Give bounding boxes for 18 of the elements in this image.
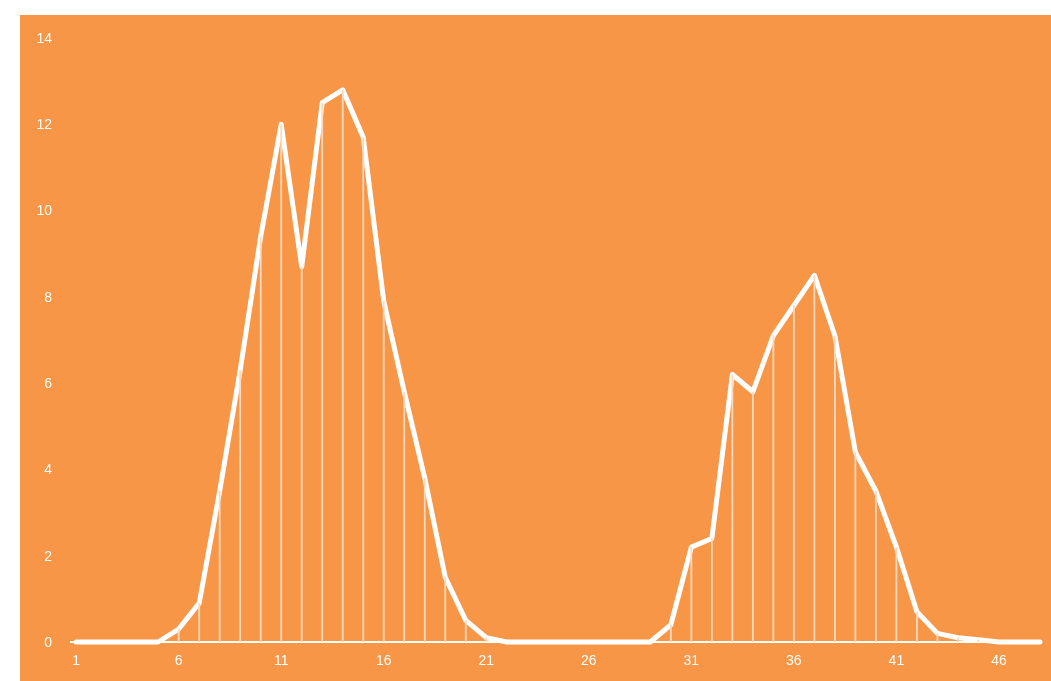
x-tick-label: 16 — [375, 652, 392, 668]
x-tick-label: 1 — [72, 652, 81, 668]
y-tick-label: 4 — [44, 461, 53, 478]
y-tick-label: 8 — [44, 288, 53, 305]
x-tick-label: 41 — [888, 652, 905, 668]
x-tick-label: 46 — [991, 652, 1007, 668]
y-tick-label: 10 — [36, 202, 53, 219]
x-tick-label: 21 — [478, 652, 495, 668]
y-tick-label: 14 — [36, 29, 53, 46]
y-tick-label: 6 — [44, 375, 53, 392]
x-tick-label: 36 — [786, 652, 802, 668]
x-tick-label: 6 — [174, 652, 183, 668]
x-tick-label: 26 — [581, 652, 597, 668]
y-tick-label: 0 — [44, 633, 53, 650]
y-tick-label: 2 — [44, 547, 53, 564]
y-tick-label: 12 — [36, 116, 53, 133]
x-tick-label: 11 — [273, 652, 289, 668]
x-tick-label: 31 — [683, 652, 700, 668]
